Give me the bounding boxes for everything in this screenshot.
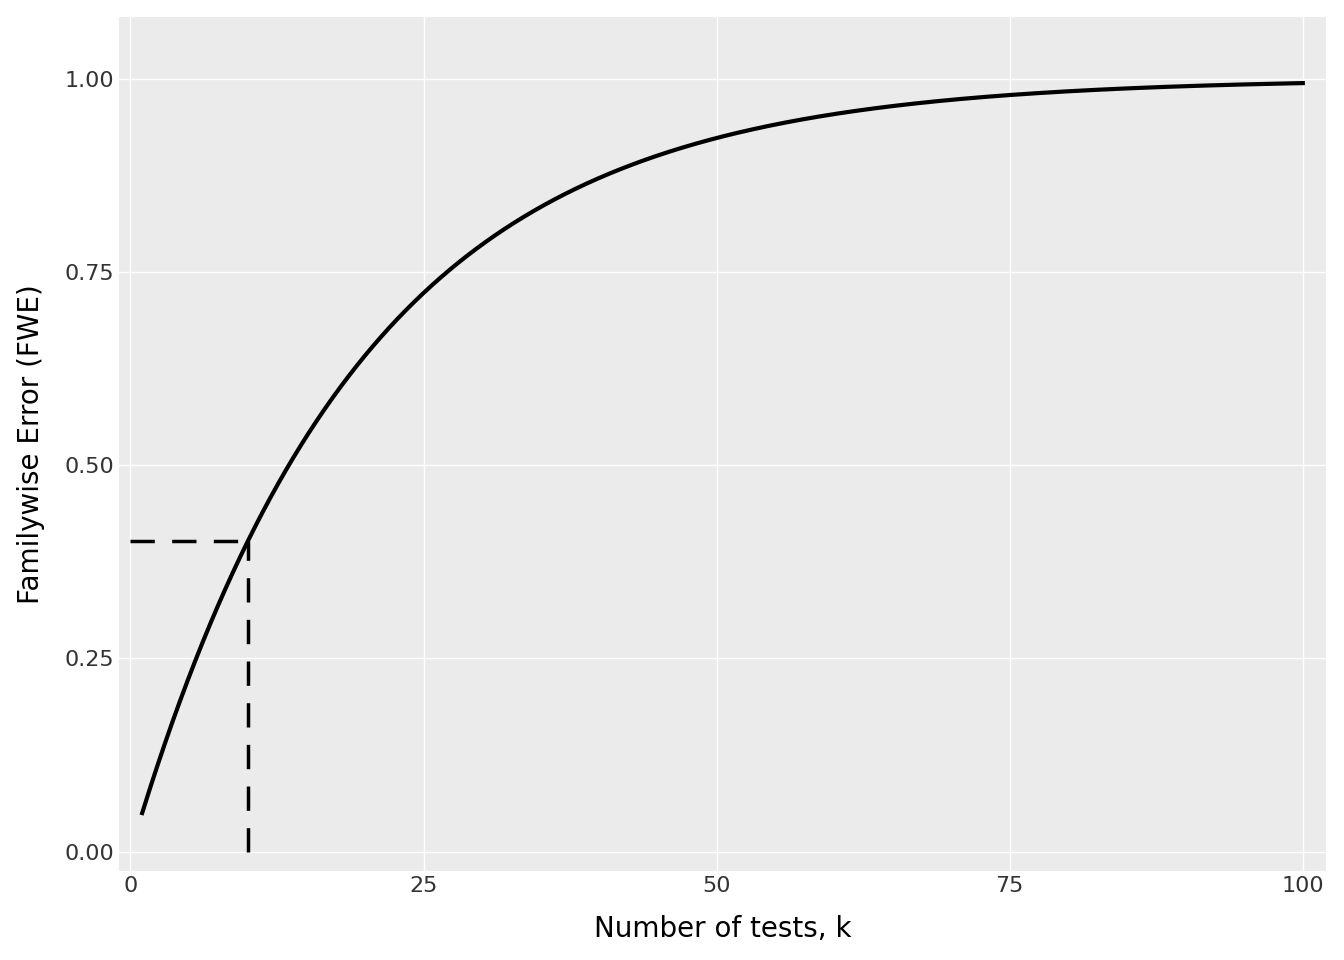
X-axis label: Number of tests, k: Number of tests, k: [594, 915, 851, 944]
Y-axis label: Familywise Error (FWE): Familywise Error (FWE): [16, 284, 44, 604]
